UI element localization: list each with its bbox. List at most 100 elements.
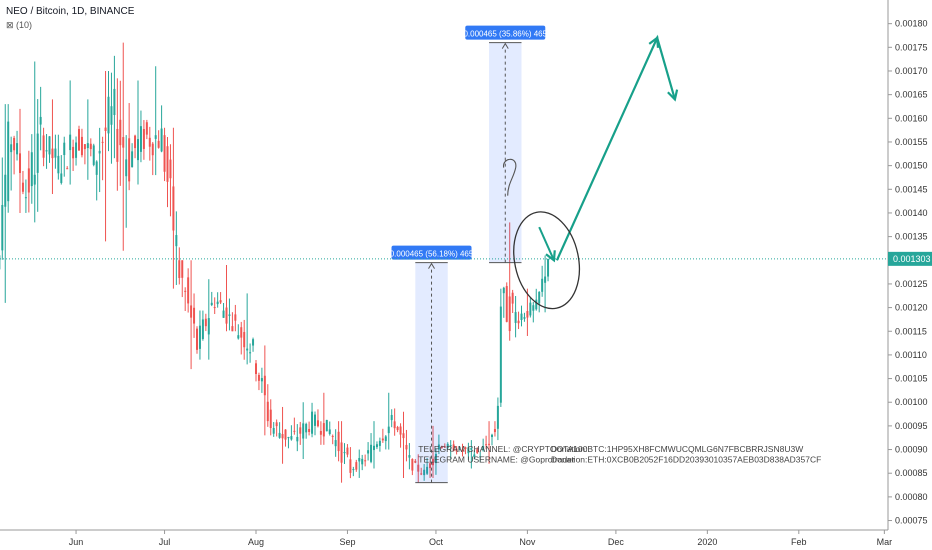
time-tick-label: Jul bbox=[159, 537, 171, 547]
candle-body bbox=[219, 300, 222, 303]
price-tick-label: 0.00135 bbox=[895, 232, 928, 242]
time-tick-label: Jun bbox=[69, 537, 84, 547]
candle-body bbox=[54, 148, 57, 158]
candle-body bbox=[440, 446, 443, 448]
time-axis[interactable]: Jun Jul Aug Sep Oct Nov Dec 2020 Feb Mar bbox=[0, 529, 892, 547]
price-tick-label: 0.00110 bbox=[895, 350, 927, 360]
candle-body bbox=[287, 437, 290, 439]
candle-body bbox=[405, 444, 408, 450]
indicator-label: ⊠ (10) bbox=[6, 20, 33, 30]
candle-body bbox=[142, 128, 145, 149]
price-tick-label: 0.00120 bbox=[895, 303, 928, 313]
candle-body bbox=[7, 121, 10, 202]
candle-body bbox=[373, 445, 375, 451]
candle-body bbox=[169, 159, 172, 179]
candle-body bbox=[358, 457, 361, 462]
hand-drawn-circle bbox=[513, 211, 581, 310]
candle-body bbox=[496, 405, 499, 429]
candle-body bbox=[60, 173, 63, 183]
candle-body bbox=[352, 469, 355, 471]
candle-body bbox=[396, 427, 399, 431]
candle-body bbox=[157, 140, 160, 148]
watermark-note: Donation:BTC:1HP95XH8FCMWUCQMLG6N7FBCBRR… bbox=[551, 444, 803, 454]
candle-body bbox=[349, 459, 352, 473]
candle-body bbox=[10, 144, 13, 153]
candle-body bbox=[446, 443, 449, 448]
candle-body bbox=[449, 445, 452, 447]
candle-body bbox=[452, 444, 455, 451]
candle-body bbox=[275, 422, 278, 427]
candle-body bbox=[151, 143, 154, 156]
candle-body bbox=[207, 318, 210, 335]
candle-body bbox=[249, 352, 252, 354]
measure-label: 0.000465 (56.18%) 465 bbox=[390, 250, 474, 259]
candle-body bbox=[284, 429, 287, 440]
candle-body bbox=[517, 320, 520, 324]
price-tick-label: 0.00155 bbox=[895, 137, 928, 147]
candle-body bbox=[125, 159, 128, 177]
candle-body bbox=[319, 430, 322, 435]
candle-body bbox=[470, 447, 473, 450]
candle-body bbox=[42, 135, 45, 158]
candle-body bbox=[237, 335, 240, 339]
candle-body bbox=[45, 150, 48, 152]
candle-body bbox=[190, 305, 193, 318]
candle-body bbox=[384, 436, 387, 442]
candle-body bbox=[299, 427, 302, 434]
candle-body bbox=[101, 141, 104, 143]
price-tick-label: 0.00100 bbox=[895, 397, 928, 407]
candle-body bbox=[278, 432, 281, 438]
time-tick-label: Oct bbox=[429, 537, 444, 547]
candle-body bbox=[92, 145, 95, 165]
candle-body bbox=[493, 429, 496, 433]
candle-body bbox=[328, 429, 331, 435]
forecast-arrow-end-head bbox=[667, 89, 679, 102]
forecast-arrow-peak-head bbox=[648, 35, 660, 48]
candle-body bbox=[520, 313, 523, 320]
candle-body bbox=[98, 150, 101, 154]
forecast-arrow bbox=[555, 34, 676, 261]
price-tick-label: 0.00145 bbox=[895, 184, 928, 194]
candle-body bbox=[535, 299, 538, 310]
candle-body bbox=[325, 419, 328, 432]
price-tick-label: 0.00075 bbox=[895, 516, 928, 526]
candle-body bbox=[175, 235, 178, 247]
candle-body bbox=[210, 302, 213, 306]
candle-body bbox=[39, 116, 42, 125]
candle-body bbox=[314, 414, 316, 426]
drawing-overlays: 0.000465 (56.18%) 465 0.000465 (35.86%) 4… bbox=[0, 25, 888, 484]
candle-body bbox=[228, 314, 231, 316]
candle-body bbox=[198, 325, 201, 349]
candle-body bbox=[488, 443, 491, 445]
candle-body bbox=[266, 401, 269, 422]
candle-body bbox=[434, 453, 437, 464]
candle-body bbox=[172, 186, 175, 231]
time-tick-label: Nov bbox=[519, 537, 536, 547]
price-tick-label: 0.00165 bbox=[895, 90, 928, 100]
candle-body bbox=[408, 455, 411, 458]
measure-arrowhead bbox=[501, 42, 509, 49]
candle-body bbox=[532, 305, 535, 311]
candle-body bbox=[529, 302, 532, 316]
candle-body bbox=[361, 458, 364, 465]
candle-body bbox=[16, 143, 19, 155]
candle-body bbox=[538, 291, 541, 304]
small-down-arrow bbox=[538, 226, 555, 261]
candle-body bbox=[364, 460, 367, 462]
candle-body bbox=[128, 138, 131, 182]
price-axis[interactable]: 0.00075 0.00080 0.00085 0.00090 0.00095 0.001… bbox=[887, 0, 932, 530]
candle-body bbox=[116, 128, 119, 162]
candle-body bbox=[290, 436, 293, 440]
candle-body bbox=[502, 287, 505, 294]
candle-body bbox=[154, 135, 157, 139]
candle-body bbox=[201, 319, 204, 339]
candle-body bbox=[263, 375, 266, 396]
candle-body bbox=[4, 174, 7, 207]
candle-body bbox=[181, 260, 184, 278]
watermark-note: TELEGRAM CHANNEL: @CRYPTOOTA100 bbox=[418, 444, 588, 454]
candle-body bbox=[148, 137, 151, 147]
candle-body bbox=[30, 152, 33, 187]
candle-body bbox=[66, 168, 69, 170]
candle-body bbox=[193, 307, 196, 324]
candle-body bbox=[455, 448, 458, 452]
